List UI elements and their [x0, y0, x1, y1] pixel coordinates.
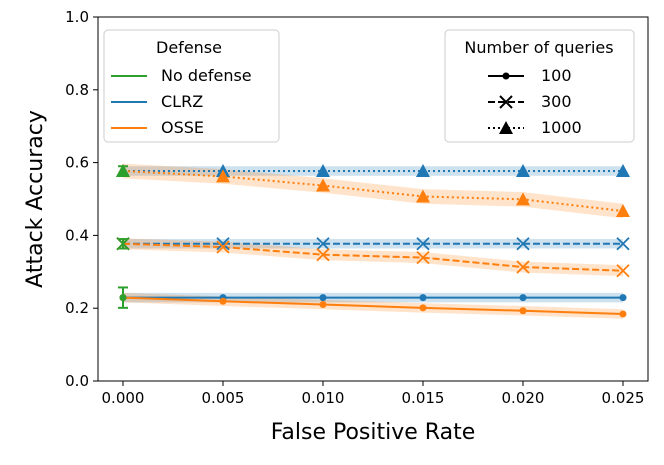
y-axis-ticks: 0.0 0.2 0.4 0.6 0.8 1.0	[65, 8, 98, 390]
x-tick-label: 0.015	[402, 389, 445, 407]
legend-queries-box	[444, 29, 635, 143]
point-no-defense-1000	[116, 163, 130, 177]
legend-entry-100: 100	[541, 66, 572, 85]
legend-entry-300: 300	[541, 92, 572, 111]
point-osse-1000	[316, 178, 330, 192]
series-markers	[116, 163, 630, 318]
legend-queries-title: Number of queries	[464, 38, 613, 57]
legend-entry-1000: 1000	[541, 118, 582, 137]
point-clrz-1000	[516, 163, 530, 177]
point-clrz-1000	[616, 163, 630, 177]
legend-defense-box	[103, 29, 280, 143]
legend-marker-x	[499, 95, 513, 109]
legend-queries: Number of queries 100 300 1000	[444, 29, 635, 143]
x-axis-ticks: 0.000 0.005 0.010 0.015 0.020 0.025	[102, 381, 645, 407]
legend-defense-title: Defense	[156, 38, 222, 57]
y-axis-label: Attack Accuracy	[23, 110, 48, 288]
point-osse-100	[419, 304, 427, 312]
legend-entry-osse: OSSE	[161, 118, 204, 137]
point-osse-300	[216, 240, 230, 254]
legend-marker-triangle	[499, 121, 513, 134]
legend-entry-no-defense: No defense	[161, 66, 252, 85]
point-osse-100	[519, 307, 527, 315]
point-osse-300	[616, 264, 630, 278]
x-tick-label: 0.000	[102, 389, 145, 407]
point-osse-100	[619, 310, 627, 318]
y-tick-label: 1.0	[65, 8, 89, 26]
no-defense-error-bars	[118, 165, 128, 309]
point-clrz-300	[616, 237, 630, 251]
point-clrz-300	[316, 237, 330, 251]
series-lines	[122, 169, 624, 316]
x-tick-label: 0.020	[502, 389, 545, 407]
legend-entry-clrz: CLRZ	[161, 92, 203, 111]
point-osse-300	[516, 260, 530, 274]
point-clrz-300	[516, 237, 530, 251]
point-no-defense-300	[116, 237, 130, 251]
y-tick-label: 0.0	[65, 372, 89, 390]
band-osse-300	[123, 238, 623, 277]
x-tick-label: 0.010	[302, 389, 345, 407]
legend-marker-dot	[502, 72, 510, 80]
point-clrz-1000	[416, 163, 430, 177]
point-clrz-300	[416, 237, 430, 251]
line-osse-1000	[122, 169, 624, 213]
point-no-defense-100	[119, 294, 127, 302]
x-tick-label: 0.025	[602, 389, 645, 407]
line-osse-300	[122, 242, 624, 272]
y-tick-label: 0.6	[65, 154, 89, 172]
confidence-bands	[123, 163, 623, 319]
point-clrz-300	[216, 237, 230, 251]
point-osse-300	[316, 248, 330, 262]
point-osse-100	[219, 297, 227, 305]
point-osse-1000	[416, 189, 430, 203]
point-clrz-100	[619, 294, 627, 302]
point-clrz-100	[519, 294, 527, 302]
point-clrz-100	[319, 294, 327, 302]
point-osse-300	[416, 250, 430, 265]
y-tick-label: 0.4	[65, 226, 89, 244]
x-tick-label: 0.005	[202, 389, 245, 407]
point-clrz-100	[419, 294, 427, 302]
point-osse-100	[319, 301, 327, 309]
y-tick-label: 0.8	[65, 81, 89, 99]
line-osse-100	[122, 296, 624, 316]
plot-frame	[97, 16, 649, 382]
point-osse-1000	[616, 204, 630, 218]
x-axis-label: False Positive Rate	[271, 420, 475, 445]
point-osse-1000	[516, 192, 530, 206]
point-osse-1000	[216, 169, 230, 183]
legend-defense: Defense No defense CLRZ OSSE	[103, 29, 280, 143]
y-tick-label: 0.2	[65, 299, 89, 317]
point-clrz-1000	[316, 163, 330, 177]
